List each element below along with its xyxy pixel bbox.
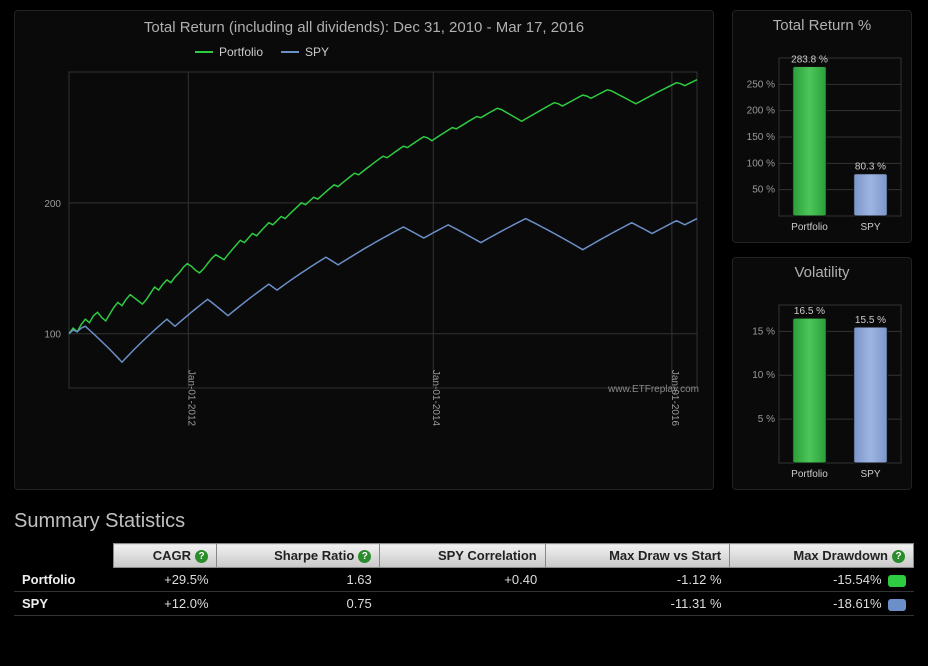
svg-text:200 %: 200 % bbox=[747, 106, 775, 117]
svg-text:200: 200 bbox=[44, 199, 61, 210]
volatility-chart-title: Volatility bbox=[739, 264, 905, 281]
svg-text:80.3 %: 80.3 % bbox=[855, 162, 886, 173]
svg-text:10 %: 10 % bbox=[752, 370, 775, 381]
summary-table: CAGR?Sharpe Ratio?SPY CorrelationMax Dra… bbox=[14, 543, 914, 616]
svg-text:5 %: 5 % bbox=[758, 414, 775, 425]
legend-label-spy: SPY bbox=[305, 45, 329, 59]
summary-section: Summary Statistics CAGR?Sharpe Ratio?SPY… bbox=[0, 500, 928, 630]
watermark: www.ETFreplay.com bbox=[608, 384, 699, 395]
svg-text:100: 100 bbox=[44, 330, 61, 341]
svg-text:Jan-01-2016: Jan-01-2016 bbox=[669, 370, 680, 427]
volatility-chart: Volatility 5 % 10 % 15 % 16.5 % Portfolio 1… bbox=[732, 257, 912, 490]
svg-text:Jan-01-2014: Jan-01-2014 bbox=[430, 370, 441, 427]
svg-text:50 %: 50 % bbox=[752, 185, 775, 196]
legend-item-portfolio: Portfolio bbox=[195, 45, 263, 59]
drawdown-swatch bbox=[888, 575, 906, 587]
return-chart-title: Total Return % bbox=[739, 17, 905, 34]
legend-swatch-spy bbox=[281, 51, 299, 53]
main-chart-legend: Portfolio SPY bbox=[195, 45, 329, 59]
help-icon[interactable]: ? bbox=[195, 550, 208, 563]
svg-text:15.5 %: 15.5 % bbox=[855, 315, 886, 326]
svg-text:250 %: 250 % bbox=[747, 79, 775, 90]
col-4: Max Draw vs Start bbox=[545, 544, 729, 568]
svg-text:SPY: SPY bbox=[860, 469, 880, 480]
svg-text:283.8 %: 283.8 % bbox=[791, 55, 828, 66]
col-0 bbox=[14, 544, 113, 568]
summary-table-header: CAGR?Sharpe Ratio?SPY CorrelationMax Dra… bbox=[14, 544, 914, 568]
table-row: Portfolio+29.5%1.63+0.40-1.12 %-15.54% bbox=[14, 568, 914, 592]
legend-item-spy: SPY bbox=[281, 45, 329, 59]
col-2: Sharpe Ratio? bbox=[217, 544, 380, 568]
return-chart-svg: 50 % 100 % 150 % 200 % 250 % 283.8 % Portfoli… bbox=[739, 40, 907, 240]
main-chart-title: Total Return (including all dividends): … bbox=[23, 19, 705, 36]
help-icon[interactable]: ? bbox=[892, 550, 905, 563]
svg-text:150 %: 150 % bbox=[747, 132, 775, 143]
svg-text:Jan-01-2012: Jan-01-2012 bbox=[185, 370, 196, 427]
svg-text:15 %: 15 % bbox=[752, 326, 775, 337]
summary-table-body: Portfolio+29.5%1.63+0.40-1.12 %-15.54%SP… bbox=[14, 568, 914, 616]
svg-text:100 %: 100 % bbox=[747, 158, 775, 169]
main-chart: Total Return (including all dividends): … bbox=[14, 10, 714, 490]
col-5: Max Drawdown? bbox=[730, 544, 914, 568]
table-row: SPY+12.0%0.75-11.31 %-18.61% bbox=[14, 592, 914, 616]
svg-text:16.5 %: 16.5 % bbox=[794, 306, 825, 317]
legend-swatch-portfolio bbox=[195, 51, 213, 53]
main-chart-svg: 100 200 Jan-01-2012 Jan-01-2014 Jan-01-2016 bbox=[23, 42, 707, 472]
return-chart: Total Return % 50 % 100 % 150 % 200 % 250 % … bbox=[732, 10, 912, 243]
svg-text:Portfolio: Portfolio bbox=[791, 469, 828, 480]
drawdown-swatch bbox=[888, 599, 906, 611]
volatility-chart-svg: 5 % 10 % 15 % 16.5 % Portfolio 15.5 % SPY bbox=[739, 287, 907, 487]
svg-text:SPY: SPY bbox=[860, 222, 880, 233]
svg-text:Portfolio: Portfolio bbox=[791, 222, 828, 233]
summary-title: Summary Statistics bbox=[14, 510, 914, 533]
col-3: SPY Correlation bbox=[380, 544, 545, 568]
help-icon[interactable]: ? bbox=[358, 550, 371, 563]
col-1: CAGR? bbox=[113, 544, 216, 568]
legend-label-portfolio: Portfolio bbox=[219, 45, 263, 59]
